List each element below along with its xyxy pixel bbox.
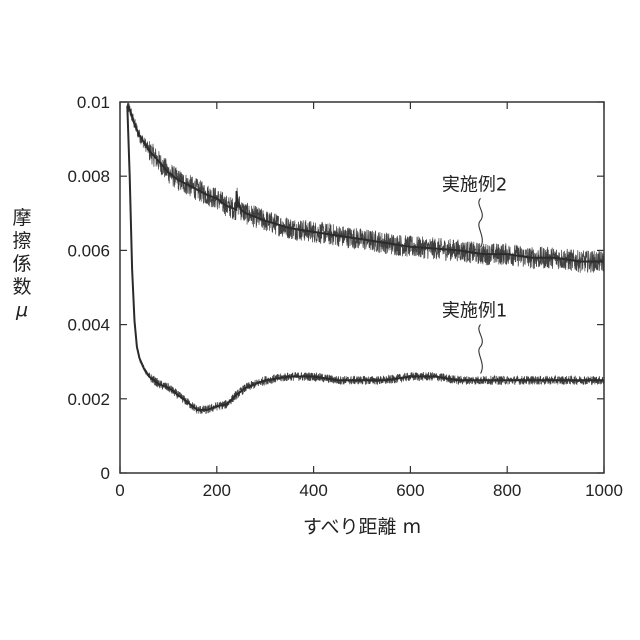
x-tick-label: 400 (299, 481, 327, 500)
y-axis-title-char: 摩 (12, 207, 31, 229)
series-label-leader (478, 324, 483, 374)
x-tick-label: 0 (115, 481, 124, 500)
y-axis: 0 0.002 0.004 0.006 0.008 0.01 (67, 93, 604, 483)
y-tick-label: 0 (101, 464, 110, 483)
x-axis-title: すべり距離 m (303, 516, 421, 538)
plot-frame (119, 101, 605, 474)
y-tick-label: 0.008 (67, 167, 110, 186)
y-tick-label: 0.004 (67, 316, 110, 335)
x-tick-label: 200 (203, 481, 231, 500)
plot-area (126, 101, 605, 415)
x-axis: 0 200 400 600 800 1000 (115, 102, 623, 500)
series-noise-1 (126, 101, 605, 273)
y-axis-title-char: 擦 (12, 230, 31, 252)
x-tick-label: 800 (493, 481, 521, 500)
y-axis-title-char: 係 (12, 253, 31, 275)
y-axis-title-char: 数 (12, 276, 31, 298)
series-labels: 実施例2 実施例1 (442, 174, 507, 374)
y-tick-label: 0.01 (77, 93, 110, 112)
series-label: 実施例2 (442, 174, 507, 195)
x-tick-label: 1000 (585, 481, 623, 500)
y-tick-label: 0.002 (67, 390, 110, 409)
series-label: 実施例1 (442, 301, 507, 322)
series-noise-2 (126, 107, 605, 415)
series-label-leader (478, 198, 483, 248)
y-axis-title-char: μ (15, 299, 28, 321)
x-tick-label: 600 (396, 481, 424, 500)
y-tick-label: 0.006 (67, 241, 110, 260)
